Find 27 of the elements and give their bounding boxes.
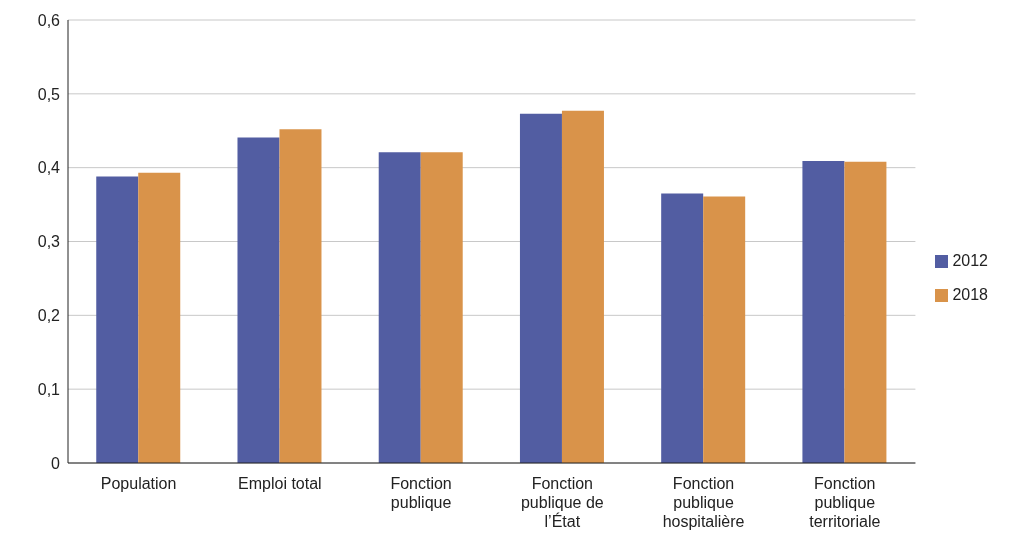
x-tick-label: Fonction publique hospitalière [662, 475, 745, 530]
bar [661, 193, 704, 463]
x-tick-label: Emploi total [238, 475, 322, 492]
bar [703, 196, 746, 463]
y-tick-label: 0 [51, 454, 61, 472]
x-tick-label: Population [100, 475, 177, 492]
y-tick-label: 0,2 [37, 307, 61, 325]
x-tick-label: Fonction publique [390, 475, 452, 511]
x-tick-label: Fonction publique de l’État [520, 475, 604, 530]
bar [844, 161, 887, 463]
bar [378, 152, 421, 463]
y-tick-label: 0,3 [37, 233, 61, 251]
x-tick-label: Fonction publique territoriale [809, 475, 881, 530]
bar [96, 176, 139, 463]
bar [802, 161, 845, 463]
y-tick-label: 0,5 [37, 85, 61, 103]
bar [138, 172, 181, 463]
y-tick-label: 0,4 [37, 159, 61, 177]
bar [279, 129, 322, 463]
y-tick-label: 0,1 [37, 380, 61, 398]
legend-label: 2012 [952, 252, 988, 269]
legend-label: 2018 [952, 286, 988, 303]
y-tick-label: 0,6 [37, 11, 61, 29]
bar [237, 137, 280, 463]
bar [519, 113, 562, 463]
bar [561, 110, 604, 463]
bar [420, 152, 463, 463]
